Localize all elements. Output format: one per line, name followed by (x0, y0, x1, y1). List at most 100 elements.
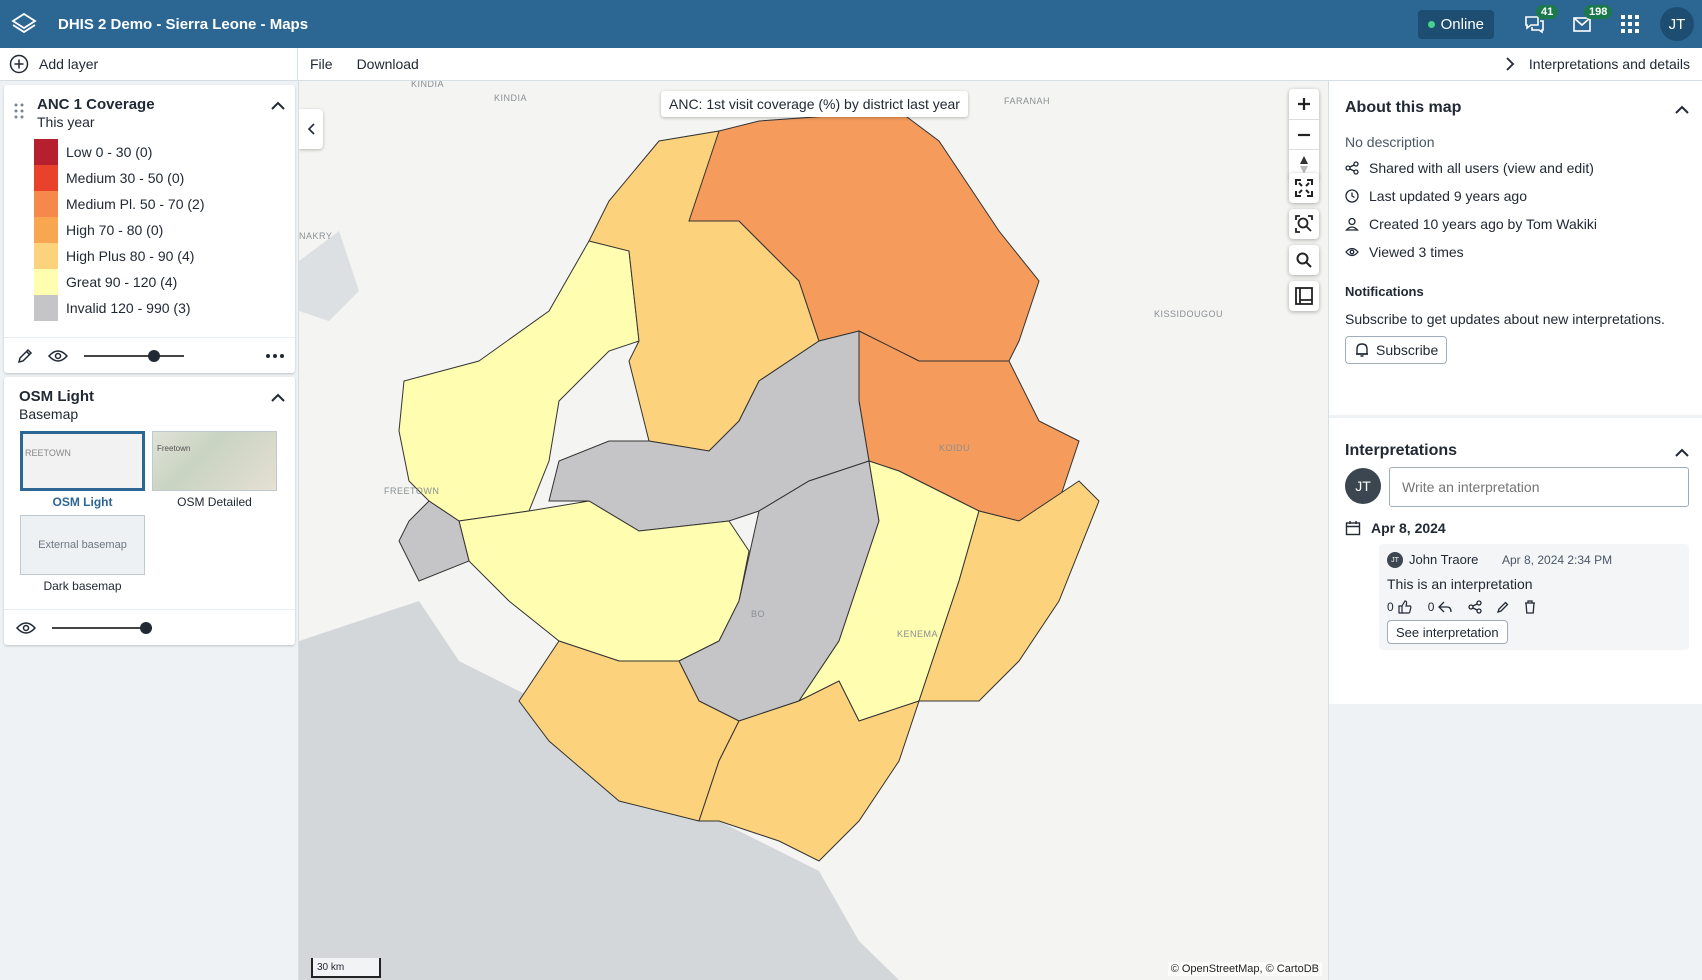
subscribe-button[interactable]: Subscribe (1345, 336, 1448, 364)
legend-item: Invalid 120 - 990 (3) (34, 295, 205, 321)
eye-icon (1345, 247, 1359, 257)
interpretation-input[interactable] (1389, 467, 1689, 507)
more-options-icon[interactable] (266, 353, 284, 358)
delete-icon[interactable] (1524, 600, 1536, 614)
interpretations-panel-toggle[interactable]: Interpretations and details (1505, 56, 1702, 72)
edit-icon[interactable] (1496, 600, 1510, 614)
zoom-extent-icon (1295, 215, 1313, 233)
measure-button[interactable] (1289, 281, 1319, 311)
online-dot-icon (1427, 20, 1435, 28)
user-avatar[interactable]: JT (1660, 7, 1694, 41)
layer-title: ANC 1 Coverage (37, 96, 155, 113)
basemap-subtitle: Basemap (19, 406, 79, 422)
chevron-up-icon[interactable] (1675, 105, 1689, 115)
drag-handle-icon[interactable] (14, 103, 24, 119)
zoom-to-content-button[interactable] (1289, 209, 1319, 239)
basemap-option-osm-detailed[interactable]: Freetown OSM Detailed (152, 431, 277, 509)
date-group-label: Apr 8, 2024 (1371, 520, 1446, 536)
chevron-up-icon[interactable] (271, 101, 285, 111)
see-interpretation-button[interactable]: See interpretation (1387, 620, 1508, 644)
share-icon[interactable] (1468, 600, 1483, 614)
ruler-icon (1295, 287, 1313, 305)
sharing-text: Shared with all users (view and edit) (1369, 160, 1594, 176)
last-updated-info: Last updated 9 years ago (1345, 188, 1527, 204)
current-user-avatar: JT (1345, 468, 1381, 504)
edit-pencil-icon[interactable] (16, 347, 34, 365)
basemap-option-osm-light[interactable]: REETOWN OSM Light (20, 431, 145, 509)
legend-swatch (34, 217, 58, 243)
thumbnail-place-label: REETOWN (25, 448, 71, 458)
legend-swatch (34, 269, 58, 295)
apps-menu-button[interactable] (1606, 0, 1654, 48)
zoom-out-button[interactable] (1289, 119, 1319, 149)
place-label: KINDIA (494, 93, 528, 103)
notifications-button[interactable]: 198 (1558, 0, 1613, 48)
basemap-opacity-slider[interactable] (52, 621, 152, 634)
reply-icon[interactable] (1438, 601, 1453, 613)
messages-button[interactable]: 41 (1510, 0, 1559, 48)
legend-label: Medium 30 - 50 (0) (66, 170, 185, 186)
zoom-to-content-control (1289, 209, 1319, 239)
legend-label: High Plus 80 - 90 (4) (66, 248, 195, 264)
map-search-button[interactable] (1289, 245, 1319, 275)
user-icon (1345, 217, 1359, 231)
place-label: FREETOWN (384, 486, 440, 496)
scale-bar: 30 km (311, 958, 381, 978)
date-group-header: Apr 8, 2024 (1345, 520, 1446, 536)
app-title: DHIS 2 Demo - Sierra Leone - Maps (58, 15, 309, 33)
map-toolbar: Add layer File Download Interpretations … (0, 47, 1702, 81)
share-icon (1345, 161, 1359, 175)
layer-controls (4, 337, 295, 373)
district-western-area (398, 500, 470, 582)
interpretation-text: This is an interpretation (1387, 576, 1533, 592)
legend-swatch (34, 295, 58, 321)
legend-swatch (34, 139, 58, 165)
visibility-eye-icon[interactable] (16, 621, 36, 635)
messages-icon (1525, 16, 1544, 34)
thumbnail-place-label: Freetown (157, 444, 191, 453)
mail-icon (1573, 17, 1591, 32)
legend-label: Low 0 - 30 (0) (66, 144, 153, 160)
fullscreen-button[interactable] (1289, 173, 1319, 203)
add-layer-button[interactable]: Add layer (0, 47, 298, 81)
compass-button[interactable] (1289, 149, 1319, 179)
legend-label: Invalid 120 - 990 (3) (66, 300, 191, 316)
measure-control (1289, 281, 1319, 311)
zoom-in-button[interactable] (1289, 89, 1319, 119)
legend-label: High 70 - 80 (0) (66, 222, 164, 238)
chevron-up-icon[interactable] (1675, 448, 1689, 458)
place-label: KINDIA (411, 81, 445, 89)
messages-count-badge: 41 (1536, 5, 1559, 19)
created-text: Created 10 years ago by Tom Wakiki (1369, 216, 1597, 232)
legend-item: Medium Pl. 50 - 70 (2) (34, 191, 205, 217)
about-title: About this map (1345, 99, 1462, 116)
dhis2-logo-icon[interactable] (0, 0, 48, 48)
author-avatar: JT (1387, 552, 1403, 568)
download-menu[interactable]: Download (356, 56, 419, 72)
basemap-option-dark[interactable]: External basemap Dark basemap (20, 515, 145, 593)
basemap-thumbnail: External basemap (20, 515, 145, 575)
opacity-slider[interactable] (84, 349, 184, 362)
app-header: DHIS 2 Demo - Sierra Leone - Maps Online… (0, 0, 1702, 48)
opacity-slider-knob[interactable] (140, 621, 152, 634)
opacity-slider-knob[interactable] (148, 349, 160, 362)
sharing-info: Shared with all users (view and edit) (1345, 160, 1594, 176)
visibility-eye-icon[interactable] (48, 349, 68, 363)
place-label: KOIDU (939, 443, 971, 453)
legend-item: High Plus 80 - 90 (4) (34, 243, 205, 269)
calendar-icon (1345, 521, 1361, 536)
details-panel: About this map No description Shared wit… (1328, 81, 1702, 980)
thumbs-up-icon[interactable] (1398, 600, 1412, 614)
file-menu[interactable]: File (310, 56, 333, 72)
notifications-title: Notifications (1345, 284, 1424, 299)
district-moyamba (458, 500, 750, 662)
bell-icon (1356, 343, 1368, 357)
chevron-up-icon[interactable] (271, 393, 285, 403)
layers-panel: ANC 1 Coverage This year Low 0 - 30 (0) M… (0, 81, 299, 980)
notifications-count-badge: 198 (1584, 5, 1613, 19)
online-status-badge: Online (1417, 9, 1494, 39)
collapse-layers-panel-button[interactable] (299, 109, 323, 149)
basemap-thumbnail: REETOWN (20, 431, 145, 491)
legend-item: High 70 - 80 (0) (34, 217, 205, 243)
map-canvas[interactable]: KINDIA KINDIA FARANAH KISSIDOUGOU FREETO… (299, 81, 1328, 980)
